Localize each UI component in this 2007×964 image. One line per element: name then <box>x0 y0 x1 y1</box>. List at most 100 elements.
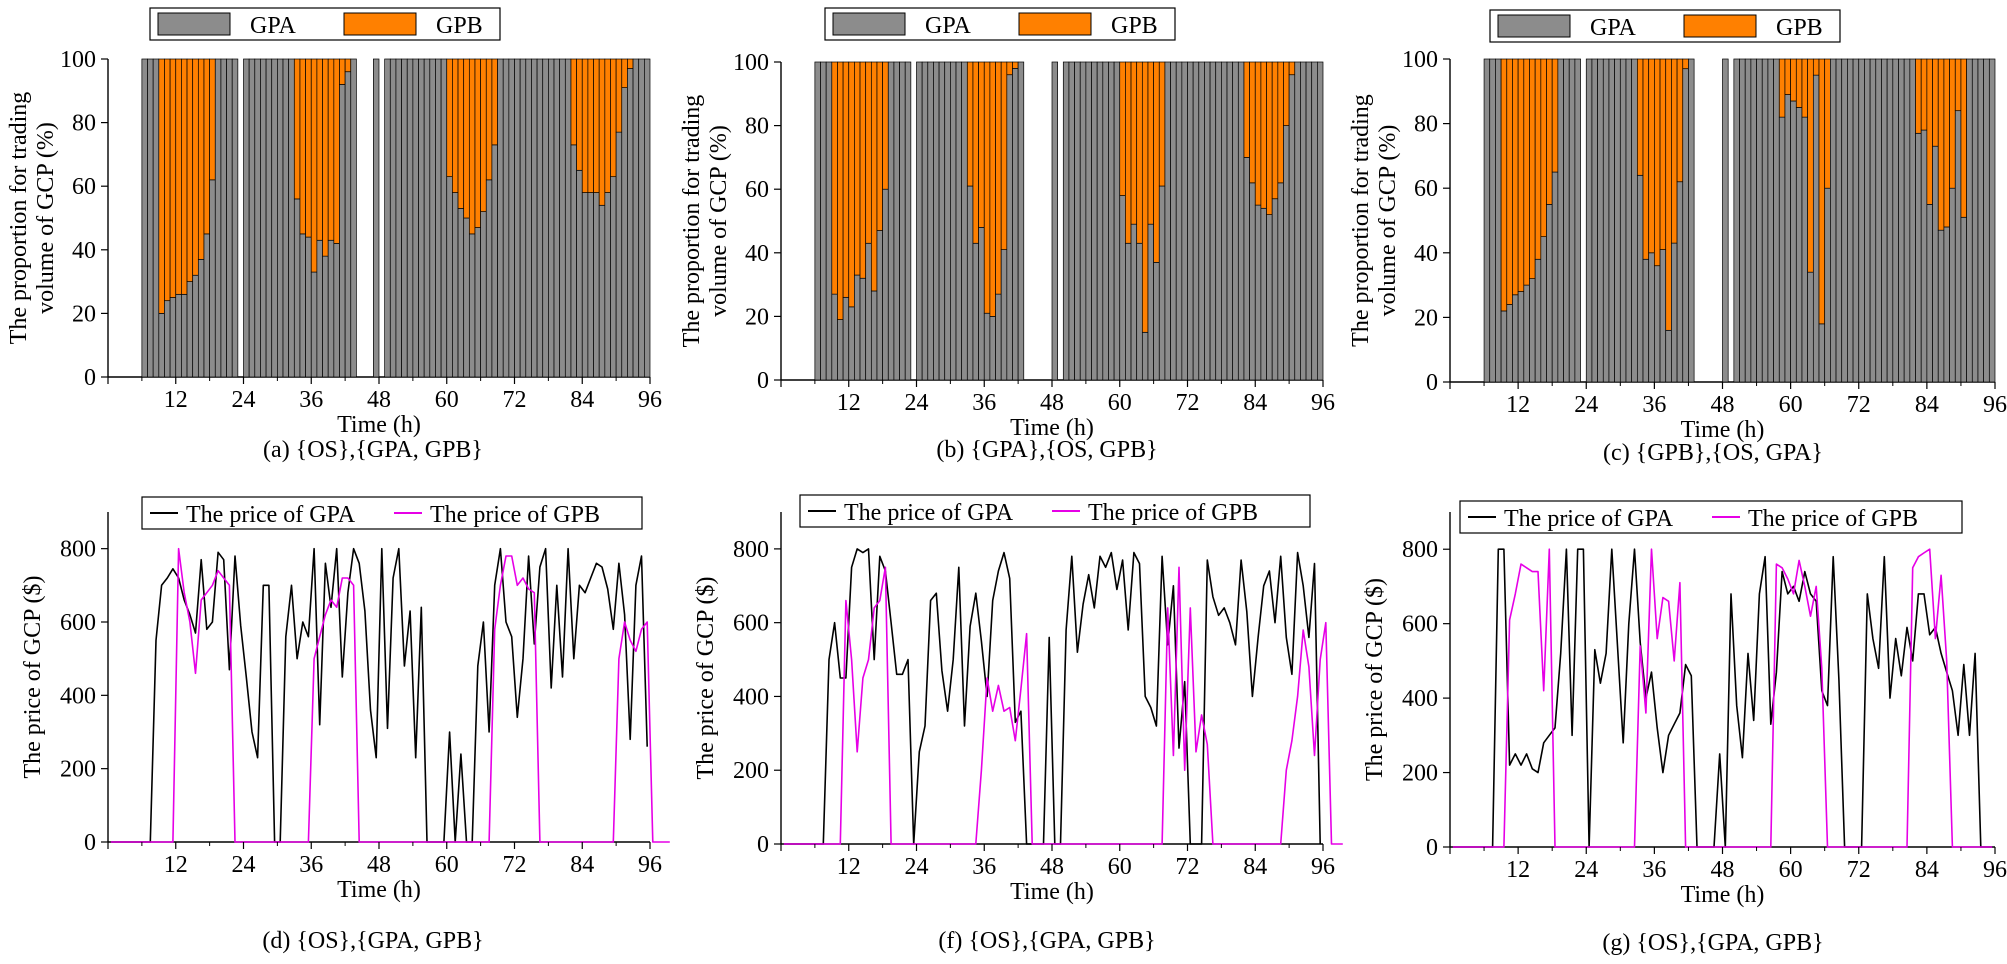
bar-gpa-h29 <box>938 61 946 381</box>
bar-gpa-h25 <box>243 58 250 378</box>
bar-gpa-h82 <box>1237 61 1245 381</box>
bar-gpa-h61 <box>1119 195 1126 381</box>
x-axis-title: Time (h) <box>337 877 421 903</box>
bar-gpa-h42 <box>339 84 346 378</box>
bar-gpa-h77 <box>536 58 544 378</box>
y-tick-label: 800 <box>60 537 96 563</box>
bar-gpa-h17 <box>870 290 878 381</box>
bar-gpb-h62 <box>1125 61 1132 244</box>
panel-caption: (d) {OS},{GPA, GPB} <box>262 928 483 954</box>
bar-gpa-h64 <box>1807 271 1814 383</box>
bar-gpb-h66 <box>474 58 481 228</box>
panel-caption: (f) {OS},{GPA, GPB} <box>938 928 1155 954</box>
bar-gpa-h87 <box>593 192 600 378</box>
bar-gpa-h91 <box>1288 74 1296 381</box>
bar-gpa-h33 <box>288 58 295 378</box>
bar-gpa-h58 <box>429 58 436 378</box>
bar-gpb-h65 <box>1812 58 1820 76</box>
bar-gpa-h36 <box>1648 252 1655 383</box>
bar-gpa-h12 <box>842 296 850 381</box>
bar-gpb-h67 <box>1153 61 1160 263</box>
bar-gpa-h81 <box>1232 61 1239 381</box>
bar-gpb-h65 <box>468 58 476 235</box>
bar-gpb-h36 <box>978 61 985 228</box>
x-tick-label: 36 <box>1642 392 1666 418</box>
bar-gpb-h16 <box>192 58 199 276</box>
bar-gpa-h16 <box>192 274 199 378</box>
bar-gpa-h55 <box>1085 61 1092 381</box>
bar-gpa-h52 <box>1068 61 1075 381</box>
legend-swatch-gpa <box>157 12 231 36</box>
bar-gpb-h39 <box>995 61 1002 295</box>
y-tick-label: 100 <box>1402 47 1438 73</box>
y-tick-label: 40 <box>72 238 96 264</box>
bar-gpb-h34 <box>966 61 974 187</box>
y-tick-label: 0 <box>84 830 96 856</box>
bar-gpb-h41 <box>1006 61 1013 76</box>
x-axis-title: Time (h) <box>337 412 421 438</box>
bar-gpb-h13 <box>175 58 182 295</box>
y-tick-label: 400 <box>1402 686 1438 712</box>
bar-gpa-h95 <box>638 58 645 378</box>
bar-gpa-h37 <box>1654 265 1661 383</box>
bar-gpa-h41 <box>1006 74 1013 381</box>
bar-gpa-h27 <box>254 58 261 378</box>
chart-panel-g: 12 24 36 48 60 72 84 96 0 200 400 600 800 Time (h) The… <box>1362 500 2007 956</box>
bar-gpa-h19 <box>1551 171 1559 383</box>
x-tick-label: 48 <box>367 852 391 878</box>
x-tick-label: 36 <box>972 390 996 416</box>
legend-label-gpb: GPB <box>1776 15 1823 41</box>
bar-gpb-h89 <box>1277 61 1284 184</box>
bar-gpa-h52 <box>395 58 402 378</box>
bar-gpa-h40 <box>327 239 335 378</box>
x-tick-label: 84 <box>1915 392 1939 418</box>
bar-gpa-h71 <box>1847 58 1854 383</box>
bar-gpa-h31 <box>950 61 957 381</box>
bar-gpa-h20 <box>214 58 222 378</box>
bar-gpa-h64 <box>463 217 470 378</box>
legend-box <box>141 496 643 530</box>
bar-gpa-h14 <box>854 274 861 381</box>
bar-gpa-h7 <box>1483 58 1491 383</box>
bar-gpa-h18 <box>203 233 210 378</box>
bar-gpa-h80 <box>553 58 561 378</box>
bar-gpa-h74 <box>1864 58 1871 383</box>
bar-gpb-h16 <box>865 61 872 244</box>
y-tick-label: 80 <box>72 111 96 137</box>
x-axis-title: Time (h) <box>1681 417 1765 443</box>
bar-gpb-h41 <box>333 58 340 244</box>
bar-gpb-h34 <box>1636 58 1644 176</box>
bar-gpa-h63 <box>1130 223 1138 381</box>
y-tick-label: 0 <box>757 832 769 858</box>
bar-gpa-h38 <box>316 239 323 378</box>
bar-gpa-h25 <box>916 61 923 381</box>
bar-gpa-h76 <box>1875 58 1882 383</box>
bar-gpa-h92 <box>1294 61 1301 381</box>
bar-gpb-h67 <box>1824 58 1831 189</box>
bar-gpb-h84 <box>576 58 583 171</box>
bar-gpa-h69 <box>1164 61 1171 381</box>
bar-gpa-h18 <box>876 230 883 381</box>
bar-gpa-h71 <box>1175 61 1183 381</box>
bar-gpb-h61 <box>446 58 453 178</box>
bar-gpb-h10 <box>158 58 165 314</box>
x-tick-label: 12 <box>837 390 861 416</box>
bar-gpb-h43 <box>344 58 352 73</box>
bar-gpa-h8 <box>1489 58 1496 383</box>
bar-gpb-h63 <box>1130 61 1138 225</box>
bar-gpa-h9 <box>825 61 833 381</box>
bar-gpb-h38 <box>316 58 323 241</box>
bar-gpa-h19 <box>882 188 889 381</box>
bar-gpa-h13 <box>175 293 182 378</box>
bar-gpa-h21 <box>1563 58 1570 383</box>
bar-gpb-h83 <box>1915 58 1922 134</box>
y-axis-title: The price of GCP ($) <box>1362 578 1388 781</box>
bar-gpa-h89 <box>1949 187 1956 383</box>
legend-label-gpa: The price of GPA <box>1504 506 1674 532</box>
y-tick-label: 200 <box>733 758 769 784</box>
bar-gpa-h15 <box>1529 278 1536 383</box>
y-tick-label: 0 <box>757 368 769 394</box>
bar-gpa-h82 <box>564 58 572 378</box>
bar-gpb-h19 <box>1551 58 1559 173</box>
bar-gpa-h74 <box>1192 61 1200 381</box>
